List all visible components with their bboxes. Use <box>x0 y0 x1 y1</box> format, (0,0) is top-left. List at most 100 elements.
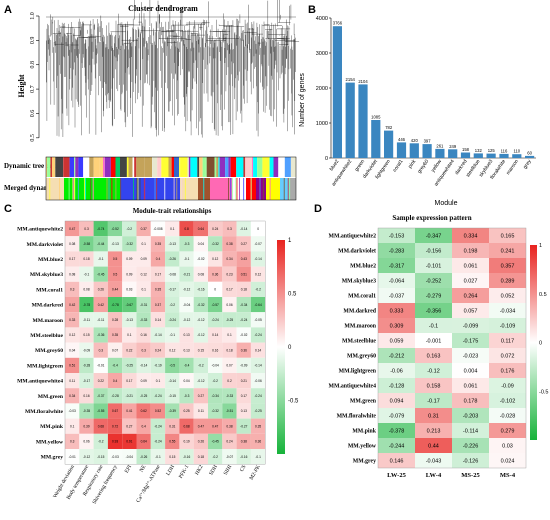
expression-heatmap-cell <box>378 333 415 348</box>
trait-heatmap-cell <box>193 251 208 267</box>
trait-heatmap-cell <box>65 236 80 252</box>
trait-cell-value: 0.47 <box>69 227 75 231</box>
trait-heatmap-cell <box>208 327 223 343</box>
trait-cell-value: -0.14 <box>254 364 261 368</box>
trait-cell-value: 0.37 <box>141 227 147 231</box>
tree-cut-color-segment <box>103 157 105 177</box>
trait-cell-value: -0.4 <box>112 364 118 368</box>
trait-cell-value: -0.37 <box>97 394 104 398</box>
expression-heatmap-cell <box>452 288 489 303</box>
trait-heatmap-cell <box>222 418 237 434</box>
dendrogram-y-tick-label: 0.5 <box>30 134 36 142</box>
tree-cut-color-segment <box>180 157 188 177</box>
expression-heatmap-cell <box>378 348 415 363</box>
dendrogram-y-tick-label: 0.9 <box>30 37 36 45</box>
trait-column-label: SIHI <box>223 464 234 476</box>
trait-heatmap-cell <box>193 418 208 434</box>
expression-cell-value: 0.241 <box>501 249 515 255</box>
expression-cell-value: 0.024 <box>501 459 515 465</box>
expression-cell-value: -0.128 <box>389 384 405 390</box>
merged-dynamic-stripe <box>231 178 233 200</box>
trait-heatmap-cell <box>208 236 223 252</box>
sample-expression-title: Sample expression pattern <box>392 214 471 222</box>
trait-heatmap-cell <box>136 251 151 267</box>
expression-heatmap-cell <box>415 243 452 258</box>
trait-cell-value: 0.35 <box>155 288 161 292</box>
trait-heatmap-cell <box>222 327 237 343</box>
expression-cell-value: -0.378 <box>389 429 405 435</box>
dendrogram-y-tick-label: 0.6 <box>30 110 36 118</box>
trait-cell-value: -0.44 <box>97 242 104 246</box>
trait-cell-value: 0.24 <box>226 440 232 444</box>
trait-heatmap-cell <box>165 418 180 434</box>
trait-heatmap-cell <box>136 297 151 313</box>
expression-heatmap-cell <box>452 273 489 288</box>
bar-category-label: grey60 <box>417 159 431 175</box>
sample-expression-color-scale: 1 0.5 0 -0.5 <box>530 243 548 440</box>
trait-heatmap-cell <box>122 449 137 465</box>
trait-heatmap-cell <box>250 449 266 465</box>
trait-cell-value: 0.14 <box>155 318 161 322</box>
expression-cell-value: -0.109 <box>500 324 516 330</box>
expression-heatmap-cell <box>378 288 415 303</box>
trait-heatmap-cell <box>208 433 223 449</box>
dendrogram-panel: Cluster dendrogram Height 0.50.60.70.80.… <box>4 0 300 201</box>
expression-heatmap-cell <box>452 258 489 273</box>
tree-cut-color-segment <box>128 157 133 177</box>
trait-heatmap-cell <box>136 357 151 373</box>
tree-cut-color-segment <box>202 157 206 177</box>
trait-cell-value: 0.1 <box>127 333 132 337</box>
sample-expression-heatmap-panel: Sample expression pattern MM.antiquewhit… <box>329 214 549 479</box>
module-trait-heatmap: MM.antiquewhite2 0.47 0.3 -0.74 -0.52 -0.2 0.3… <box>17 220 266 505</box>
expression-cell-value: 0.146 <box>390 459 404 465</box>
trait-heatmap-cell <box>165 449 180 465</box>
trait-cell-value: 0.52 <box>155 409 161 413</box>
expression-heatmap-cell <box>378 318 415 333</box>
tree-cut-color-segment <box>269 157 274 177</box>
merged-dynamic-stripe <box>235 178 237 200</box>
trait-cell-value: 0.09 <box>141 379 147 383</box>
trait-heatmap-cell <box>236 418 251 434</box>
expression-heatmap-cell <box>415 303 452 318</box>
trait-heatmap-cell <box>208 221 223 237</box>
trait-cell-value: 0.12 <box>141 272 147 276</box>
expression-cell-value: -0.034 <box>500 309 516 315</box>
trait-cell-value: 0.2 <box>227 379 232 383</box>
tree-cut-color-segment <box>55 157 64 177</box>
trait-cell-value: 0.18 <box>83 257 89 261</box>
trait-heatmap-cell <box>250 403 266 419</box>
trait-heatmap-cell <box>93 388 108 404</box>
trait-cell-value: 0.39 <box>83 424 89 428</box>
trait-heatmap-cell <box>93 418 108 434</box>
trait-heatmap-cell <box>136 403 151 419</box>
trait-cell-value: -0.2 <box>198 364 204 368</box>
trait-heatmap-cell <box>193 281 208 297</box>
trait-scale-bar <box>277 240 285 454</box>
expression-cell-value: -0.06 <box>390 369 403 375</box>
trait-heatmap-cell <box>208 281 223 297</box>
trait-cell-value: 0.12 <box>69 333 75 337</box>
trait-heatmap-cell <box>79 433 94 449</box>
trait-cell-value: 0.26 <box>98 288 104 292</box>
dendrogram-branches <box>46 0 300 138</box>
trait-cell-value: 0.24 <box>212 227 218 231</box>
trait-cell-value: -0.17 <box>83 379 90 383</box>
trait-cell-value: -0.24 <box>154 440 161 444</box>
trait-cell-value: 0.35 <box>112 333 118 337</box>
trait-cell-value: -0.2 <box>212 455 218 459</box>
trait-heatmap-cell <box>250 266 266 282</box>
trait-heatmap-cell <box>136 342 151 358</box>
trait-heatmap-cell <box>65 403 80 419</box>
trait-heatmap-cell <box>150 236 166 252</box>
trait-cell-value: 0.14 <box>255 348 261 352</box>
trait-heatmap-cell <box>150 312 166 328</box>
trait-heatmap-cell <box>165 403 180 419</box>
tree-cut-color-segment <box>188 157 191 177</box>
trait-heatmap-cell <box>122 236 137 252</box>
tree-cut-color-segment <box>63 157 70 177</box>
expression-cell-value: -0.226 <box>463 444 479 450</box>
trait-cell-value: -0.26 <box>169 257 176 261</box>
trait-cell-value: -0.04 <box>183 303 190 307</box>
tree-cut-color-segment <box>290 157 296 177</box>
trait-cell-value: 0.51 <box>241 272 247 276</box>
